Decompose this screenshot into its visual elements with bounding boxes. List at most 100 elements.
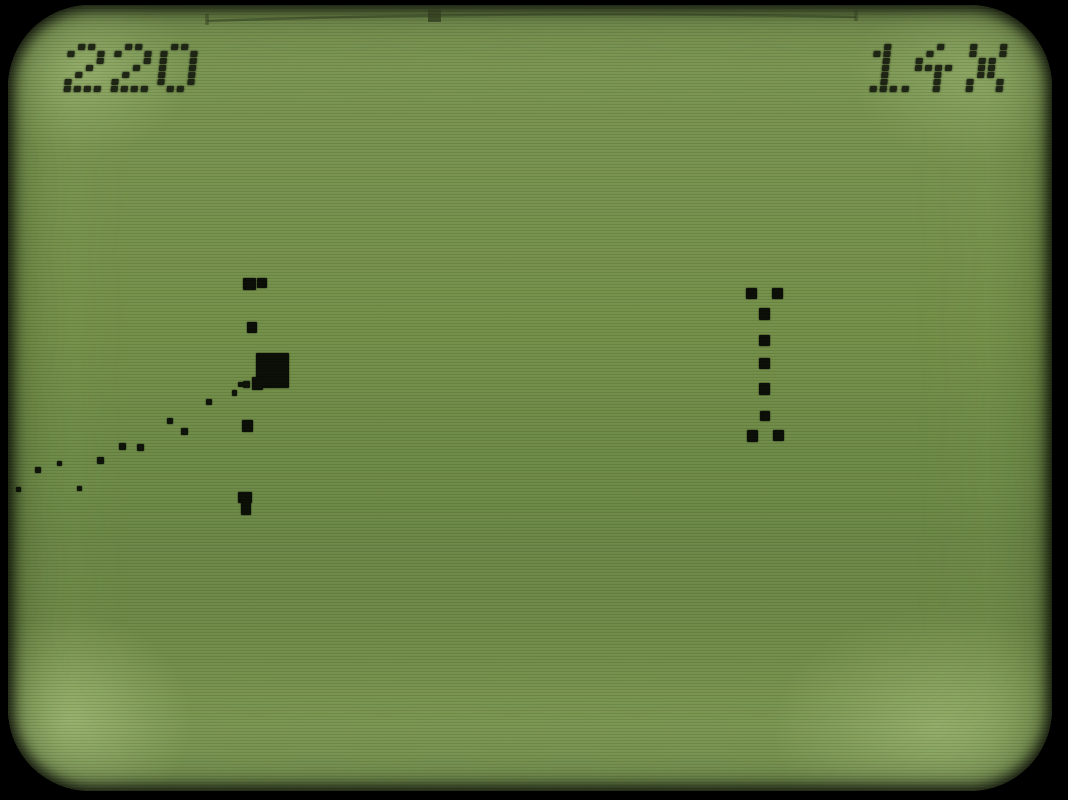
lcd-dot [119, 86, 128, 92]
playfield [8, 5, 1052, 791]
lcd-dot [969, 51, 977, 57]
trail-dot [97, 457, 104, 464]
lcd-dot [924, 65, 932, 71]
trail-dot [35, 467, 41, 473]
left-paddle-dot [238, 492, 252, 503]
lcd-dot [187, 72, 196, 78]
lcd-dot [110, 79, 118, 85]
lcd-dot [188, 65, 196, 71]
lcd-dot [87, 44, 96, 50]
left-paddle-dot [243, 278, 256, 290]
lcd-dot [159, 58, 167, 64]
score-display [63, 44, 236, 92]
lcd-dot [143, 51, 151, 57]
lcd-dot [73, 86, 81, 92]
lcd-dot [933, 79, 941, 85]
dot-matrix-char [954, 44, 966, 92]
right-paddle-dot [759, 308, 770, 320]
trail-dot [232, 390, 237, 396]
left-paddle-dot [242, 420, 253, 432]
right-paddle-dot [773, 430, 784, 441]
lcd-dot [97, 51, 105, 57]
lcd-dot [915, 58, 923, 64]
lcd-dot [158, 65, 166, 71]
lcd-dot [977, 65, 985, 71]
trail-dot [119, 443, 126, 450]
lcd-dot [987, 65, 995, 71]
lcd-dot [936, 44, 945, 50]
lcd-dot [124, 44, 132, 50]
lcd-dot [869, 86, 877, 92]
lcd-dot [74, 72, 83, 78]
lcd-dot [988, 58, 996, 64]
lcd-dot [157, 79, 165, 85]
right-paddle-dot [747, 430, 758, 442]
multiplier-display [869, 44, 1042, 92]
lcd-dot [995, 86, 1003, 92]
trail-dot [137, 444, 144, 451]
lcd-dot [113, 51, 121, 57]
lcd-dot [96, 58, 104, 64]
lcd-dot [999, 51, 1007, 57]
lcd-dot [883, 44, 892, 50]
lcd-dot [996, 79, 1004, 85]
lcd-dot [93, 86, 101, 92]
lcd-dot [933, 72, 942, 78]
dot-matrix-char [109, 44, 152, 92]
trail-dot [77, 486, 82, 491]
right-paddle-dot [759, 383, 770, 395]
dot-matrix-char [965, 44, 1008, 92]
dot-matrix-char [63, 44, 105, 92]
lcd-dot [889, 86, 897, 92]
lcd-dot [880, 79, 888, 85]
lcd-dot [965, 86, 973, 92]
lcd-dot [64, 79, 72, 85]
lcd-dot [978, 58, 986, 64]
lcd-dot [944, 65, 952, 71]
lcd-dot [142, 58, 151, 64]
lcd-dot [187, 79, 195, 85]
lcd-dot [969, 44, 978, 50]
lcd-dot [926, 51, 934, 57]
lcd-dot [132, 65, 140, 71]
top-wall [205, 9, 858, 25]
lcd-dot [160, 51, 168, 57]
lcd-dot [83, 86, 91, 92]
lcd-dot [157, 72, 166, 78]
lcd-dot [170, 44, 179, 50]
lcd-dot [189, 58, 197, 64]
right-paddle-dot [772, 288, 783, 299]
left-paddle-dot [241, 501, 251, 515]
lcd-dot [77, 44, 86, 50]
lcd-dot [966, 79, 974, 85]
right-paddle-dot [759, 335, 770, 346]
lcd-dot [109, 86, 118, 92]
lcd-dot [882, 58, 890, 64]
lcd-dot [999, 44, 1008, 50]
lcd-dot [873, 51, 881, 57]
lcd-dot [986, 72, 995, 78]
lcd-dot [190, 51, 198, 57]
lcd-dot [914, 65, 922, 71]
lcd-dot [121, 72, 129, 78]
wall-center-marker [428, 9, 441, 22]
trail-dot [57, 461, 62, 466]
trail-dot [181, 428, 188, 435]
trail-dot [16, 487, 21, 492]
lcd-dot [976, 72, 985, 78]
dot-matrix-char [912, 44, 954, 92]
lcd-dot [932, 86, 940, 92]
lcd-dot [934, 65, 942, 71]
right-paddle-dot [746, 288, 757, 299]
lcd-dot [85, 65, 93, 71]
lcd-dot [129, 86, 138, 92]
trail-dot [206, 399, 212, 405]
crt-screen [8, 5, 1052, 791]
left-paddle-dot [247, 322, 257, 333]
trail-dot [243, 381, 250, 388]
right-paddle-dot [760, 411, 770, 421]
lcd-dot [879, 86, 887, 92]
trail-dot [167, 418, 173, 424]
lcd-dot [166, 86, 174, 92]
